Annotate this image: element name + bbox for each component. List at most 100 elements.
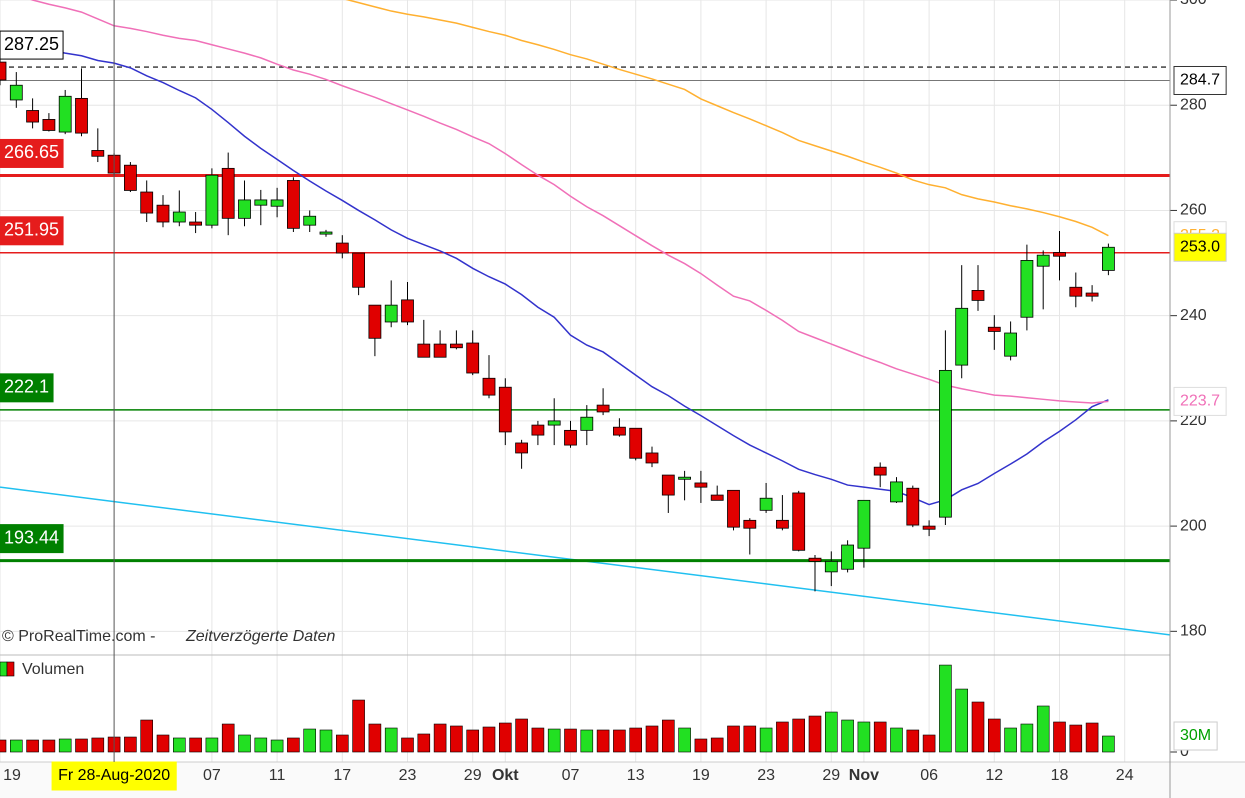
y-tick-label: 300 bbox=[1180, 0, 1207, 8]
volume-bar bbox=[1004, 727, 1017, 753]
level-label-box bbox=[0, 216, 64, 246]
volume-bar bbox=[287, 737, 300, 753]
candle-body bbox=[26, 110, 40, 123]
candle-body bbox=[824, 560, 838, 573]
volume-bar bbox=[417, 733, 431, 753]
grid: 180 200 220 240 260 280 300 0 19 07 11 17 23 29 Okt 07 1… bbox=[0, 0, 1207, 784]
candle-body bbox=[270, 199, 284, 207]
candle-body bbox=[890, 481, 903, 503]
price-panel bbox=[0, 0, 1170, 636]
candle-body bbox=[58, 95, 72, 133]
volume-bar bbox=[547, 728, 561, 753]
volume-bar bbox=[710, 737, 724, 753]
candle-body bbox=[482, 377, 496, 396]
volume-bar bbox=[613, 729, 626, 753]
volume-bar bbox=[254, 737, 268, 753]
candle-body bbox=[743, 519, 757, 529]
volume-bar bbox=[433, 723, 447, 753]
volume-bar bbox=[221, 723, 235, 753]
volume-bar bbox=[776, 721, 789, 753]
level-label: 287.25 bbox=[4, 34, 59, 54]
volume-bar bbox=[596, 729, 610, 753]
volume-bar bbox=[450, 725, 463, 753]
volume-bar bbox=[0, 739, 7, 753]
volume-bar bbox=[466, 729, 480, 753]
x-tick-label: Okt bbox=[492, 767, 519, 784]
level-label-box bbox=[0, 524, 64, 554]
candle-body bbox=[42, 119, 56, 131]
volume-bar bbox=[10, 739, 23, 753]
volume-bar bbox=[482, 726, 496, 753]
candle-body bbox=[205, 174, 219, 226]
crosshair-x-label: Fr 28-Aug-2020 bbox=[58, 767, 170, 784]
volume-bar bbox=[42, 739, 56, 753]
moving-average bbox=[345, 0, 1109, 237]
volume-bar bbox=[906, 729, 920, 753]
candle-body bbox=[384, 304, 398, 323]
x-tick-label: 23 bbox=[757, 767, 775, 784]
x-axis-strip bbox=[0, 762, 1245, 798]
y-tick-label: 280 bbox=[1180, 96, 1207, 113]
level-label-box bbox=[0, 30, 64, 60]
volume-bar bbox=[368, 723, 382, 753]
candle-body bbox=[629, 427, 643, 459]
volume-bar bbox=[498, 722, 512, 753]
source: © ProRealTime.com - bbox=[2, 628, 155, 645]
volume-bar bbox=[808, 715, 822, 753]
candle-body bbox=[759, 497, 773, 511]
candle-body bbox=[971, 290, 985, 301]
volume-bar bbox=[564, 728, 577, 753]
volume-bar bbox=[955, 688, 969, 753]
volume-bar bbox=[1102, 735, 1115, 753]
candle-body bbox=[286, 180, 300, 229]
volume-bar bbox=[792, 718, 806, 753]
volume-bar bbox=[841, 719, 854, 753]
candle-body bbox=[1036, 254, 1050, 267]
candle-body bbox=[955, 307, 969, 366]
x-tick-label: 18 bbox=[1051, 767, 1069, 784]
candle-body bbox=[515, 442, 528, 454]
candle-body bbox=[221, 167, 235, 219]
volume-bar bbox=[873, 721, 887, 753]
candle-body bbox=[368, 304, 382, 339]
x-tick-label: 29 bbox=[464, 767, 482, 784]
candle-body bbox=[1020, 260, 1034, 318]
moving-average bbox=[0, 39, 1109, 506]
volume-bar bbox=[1069, 724, 1083, 753]
candle-body bbox=[661, 474, 675, 496]
candle-body bbox=[75, 97, 88, 134]
volume-bar bbox=[270, 739, 284, 753]
volume-bar bbox=[987, 718, 1001, 753]
volume-bar bbox=[661, 719, 675, 753]
x-tick-label: 13 bbox=[627, 767, 645, 784]
volume-bar bbox=[857, 721, 871, 753]
candle-body bbox=[172, 211, 186, 223]
candle-body bbox=[694, 482, 708, 488]
moving-average bbox=[30, 0, 1109, 404]
candle-body bbox=[238, 199, 251, 219]
candle-body bbox=[417, 343, 431, 358]
level-label-box bbox=[0, 138, 64, 168]
candle-body bbox=[254, 199, 268, 206]
level-label: 266.65 bbox=[4, 142, 59, 162]
candle-body bbox=[1085, 292, 1099, 297]
candle-body bbox=[727, 489, 740, 528]
candle-body bbox=[678, 476, 691, 480]
candle-body bbox=[547, 420, 561, 426]
volume-panel bbox=[0, 664, 1115, 753]
candle-body bbox=[1102, 246, 1115, 271]
crosshair-y-label: 284.7 bbox=[1180, 72, 1220, 89]
x-tick-label: 06 bbox=[920, 767, 938, 784]
volume-bar bbox=[694, 738, 708, 753]
level-label: 222.1 bbox=[4, 377, 49, 397]
legend-icon-down bbox=[6, 661, 15, 677]
x-tick-label: 19 bbox=[3, 767, 21, 784]
crosshair-x-label-box bbox=[51, 761, 177, 791]
candle-body bbox=[352, 252, 366, 288]
candle-body bbox=[808, 557, 822, 562]
volume-bar bbox=[922, 734, 936, 753]
last-price-label-box bbox=[1173, 232, 1227, 262]
x-tick-label: 23 bbox=[399, 767, 417, 784]
volume-bar bbox=[384, 727, 398, 753]
x-tick-label: 07 bbox=[562, 767, 580, 784]
